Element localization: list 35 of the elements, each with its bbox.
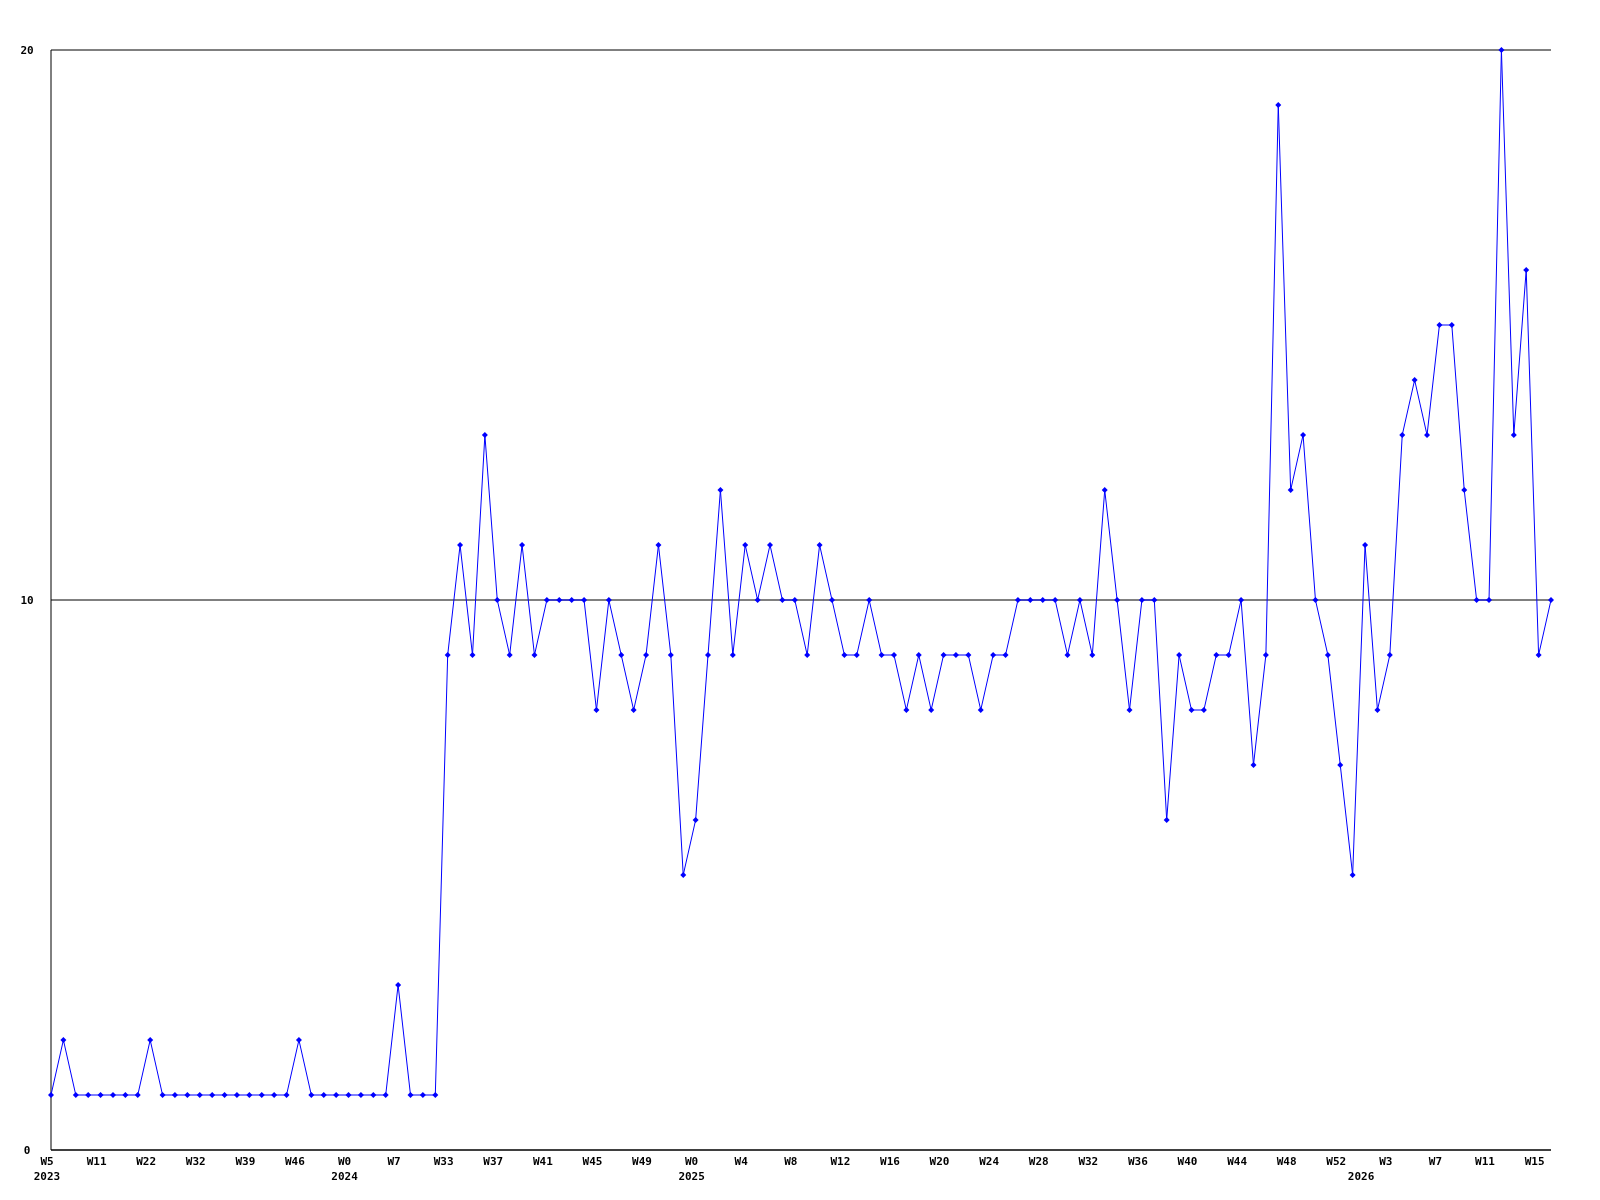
x-tick-label: W41 [532,1155,554,1168]
x-tick-label: W15 [1524,1155,1545,1168]
x-tick-label: W49 [632,1155,652,1168]
y-tick-label: 20 [20,44,34,57]
x-tick-label: W52 [1326,1155,1347,1168]
x-tick-label: W11 [86,1155,107,1168]
y-tick-label: 10 [20,594,34,607]
x-tick-label: 2026 [1347,1170,1375,1183]
x-tick-label: W44 [1227,1155,1248,1168]
x-tick-label: W22 [136,1155,157,1168]
x-tick-label: W33 [433,1155,454,1168]
x-tick-label: W5 2023 [33,1155,61,1183]
x-tick-label: W11 [1475,1155,1496,1168]
x-tick-label: W37 [483,1155,504,1168]
x-tick-label: W4 [734,1155,749,1168]
x-tick-label: W32 [1078,1155,1099,1168]
x-tick-label: W7 [1428,1155,1443,1168]
y-tick-label: 0 [23,1144,31,1157]
x-tick-label: W20 [929,1155,950,1168]
x-tick-label: W0 2024 [331,1155,359,1183]
x-tick-label: W46 [285,1155,306,1168]
x-tick-label: W7 [387,1155,401,1168]
x-tick-label: W8 [784,1155,798,1168]
x-tick-label: W45 [582,1155,603,1168]
x-tick-label: W0 2025 [678,1155,705,1183]
x-tick-label: W12 [830,1155,851,1168]
x-tick-label: W48 [1276,1155,1297,1168]
x-tick-label: W3 [1379,1155,1393,1168]
x-tick-label: W28 [1028,1155,1049,1168]
x-tick-label: W36 [1127,1155,1149,1168]
x-tick-label: W16 [880,1155,901,1168]
x-tick-label: W32 [185,1155,206,1168]
x-tick-label: W24 [979,1155,1000,1168]
x-tick-label: W39 [235,1155,256,1168]
x-tick-label: W40 [1177,1155,1198,1168]
